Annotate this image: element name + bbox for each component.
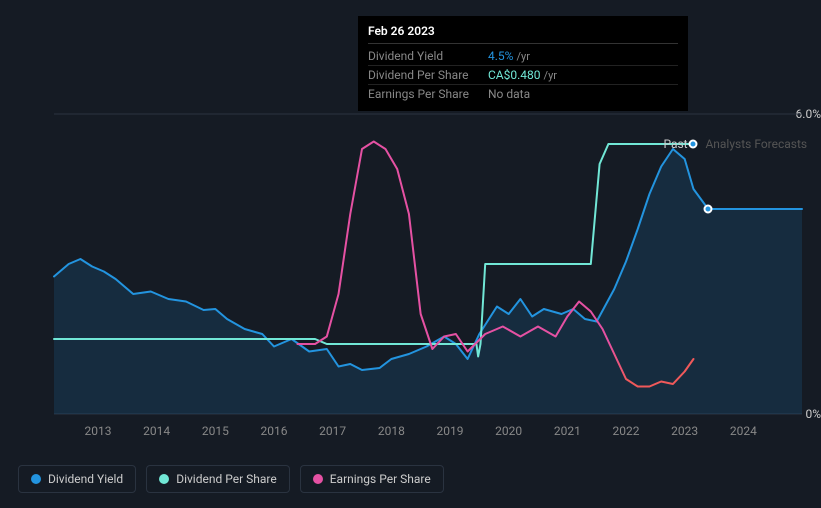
legend-item[interactable]: Dividend Yield: [18, 465, 136, 493]
legend-item[interactable]: Earnings Per Share: [300, 465, 444, 493]
past-label: Past: [663, 137, 687, 151]
tooltip-row: Dividend Per ShareCA$0.480/yr: [368, 66, 678, 85]
tooltip-row-value: 4.5%/yr: [488, 49, 530, 63]
legend-label: Dividend Per Share: [176, 472, 277, 486]
tooltip-row: Earnings Per ShareNo data: [368, 85, 678, 103]
legend-swatch: [159, 474, 169, 484]
boundary-marker: [689, 140, 698, 149]
tooltip-row-value: No data: [488, 87, 530, 101]
legend-label: Dividend Yield: [48, 472, 123, 486]
legend-label: Earnings Per Share: [330, 472, 431, 486]
dividend-chart: 0%6.0% 201320142015201620172018201920202…: [0, 0, 821, 508]
forecast-end-marker: [704, 205, 713, 214]
tooltip-row-label: Dividend Per Share: [368, 68, 488, 82]
tooltip-row-value: CA$0.480/yr: [488, 68, 557, 82]
tooltip-row-label: Earnings Per Share: [368, 87, 488, 101]
legend-swatch: [313, 474, 323, 484]
tooltip-date: Feb 26 2023: [368, 24, 678, 44]
tooltip-row: Dividend Yield4.5%/yr: [368, 47, 678, 66]
chart-tooltip: Feb 26 2023 Dividend Yield4.5%/yrDividen…: [358, 16, 688, 111]
legend-item[interactable]: Dividend Per Share: [146, 465, 290, 493]
legend-swatch: [31, 474, 41, 484]
forecast-label: Analysts Forecasts: [705, 137, 807, 151]
chart-legend: Dividend Yield Dividend Per Share Earnings…: [18, 465, 444, 493]
tooltip-row-label: Dividend Yield: [368, 49, 488, 63]
